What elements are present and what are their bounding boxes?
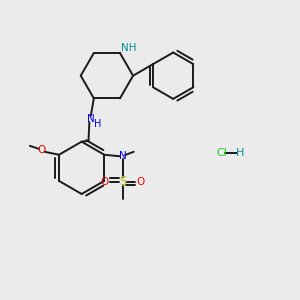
Text: N: N — [119, 151, 127, 161]
Text: O: O — [101, 176, 109, 187]
Text: NH: NH — [121, 43, 136, 53]
Text: Cl: Cl — [216, 148, 227, 158]
Text: H: H — [94, 119, 101, 129]
Text: O: O — [136, 176, 145, 187]
Text: S: S — [119, 175, 126, 188]
Text: H: H — [236, 148, 244, 158]
Text: N: N — [87, 114, 95, 124]
Text: O: O — [37, 145, 45, 155]
